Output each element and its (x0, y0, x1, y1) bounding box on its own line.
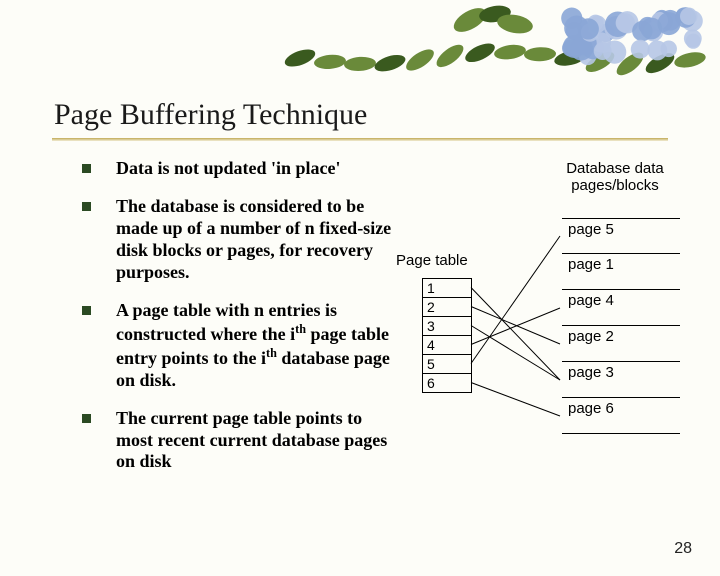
bullet-text: The current page table points to most re… (116, 408, 387, 472)
page-table-cell: 6 (423, 374, 471, 392)
page-table-cell: 3 (423, 317, 471, 336)
bullet-item: The database is considered to be made up… (82, 196, 392, 284)
db-page-cell: page 2 (562, 326, 680, 362)
bullet-text: Data is not updated 'in place' (116, 158, 341, 178)
bullet-text: A page table with n entries is construct… (116, 300, 390, 390)
title-underline (52, 138, 668, 141)
db-page-cell: page 6 (562, 398, 680, 434)
page-title: Page Buffering Technique (54, 98, 367, 132)
db-pages-column: page 5page 1page 4page 2page 3page 6 (562, 218, 680, 434)
slide-decoration (0, 0, 720, 78)
bullet-list: Data is not updated 'in place' The databa… (82, 158, 392, 489)
bullet-item: A page table with n entries is construct… (82, 300, 392, 392)
bullet-square-icon (82, 414, 91, 423)
bullet-square-icon (82, 202, 91, 211)
bullet-square-icon (82, 306, 91, 315)
bullet-text: The database is considered to be made up… (116, 196, 391, 282)
bullet-item: Data is not updated 'in place' (82, 158, 392, 180)
page-table-diagram: Database data pages/blocks Page table 12… (390, 158, 680, 488)
bullet-item: The current page table points to most re… (82, 408, 392, 474)
page-table-cell: 1 (423, 279, 471, 298)
bullet-square-icon (82, 164, 91, 173)
page-table-cell: 2 (423, 298, 471, 317)
db-header: Database data pages/blocks (550, 160, 680, 195)
db-page-cell: page 5 (562, 218, 680, 254)
db-page-cell: page 4 (562, 290, 680, 326)
page-table-cell: 4 (423, 336, 471, 355)
page-table-box: 123456 (422, 278, 472, 393)
db-page-cell: page 3 (562, 362, 680, 398)
page-table-cell: 5 (423, 355, 471, 374)
slide-number: 28 (674, 540, 692, 558)
page-table-label: Page table (396, 252, 468, 269)
db-page-cell: page 1 (562, 254, 680, 290)
